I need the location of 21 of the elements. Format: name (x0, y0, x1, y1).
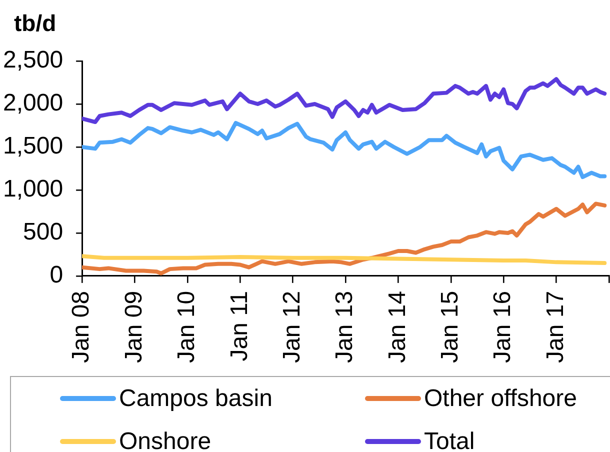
x-tick-label: Jan 16 (489, 290, 516, 364)
y-tick-label: 2,500 (2, 46, 64, 74)
x-tick-label: Jan 13 (331, 290, 358, 364)
x-tick-label: Jan 09 (120, 290, 148, 364)
x-tick-label: Jan 10 (173, 290, 200, 364)
legend-label: Total (424, 428, 475, 452)
x-tick-label: Jan 15 (436, 290, 464, 364)
y-tick-label: 0 (50, 262, 64, 289)
x-tick-label: Jan 12 (278, 290, 306, 364)
y-tick-label: 1,000 (2, 176, 64, 203)
y-tick-label: 1,500 (2, 132, 64, 160)
legend-label: Campos basin (119, 384, 272, 412)
y-tick-label: 500 (23, 218, 64, 246)
x-tick-label: Jan 17 (542, 290, 569, 364)
y-axis-title: tb/d (14, 10, 56, 37)
x-tick-label: Jan 11 (226, 290, 253, 362)
x-tick-label: Jan 08 (68, 290, 95, 364)
legend-label: Other offshore (424, 384, 577, 412)
y-tick-label: 2,000 (2, 90, 64, 117)
x-tick-label: Jan 14 (384, 290, 411, 364)
legend-label: Onshore (119, 428, 212, 452)
